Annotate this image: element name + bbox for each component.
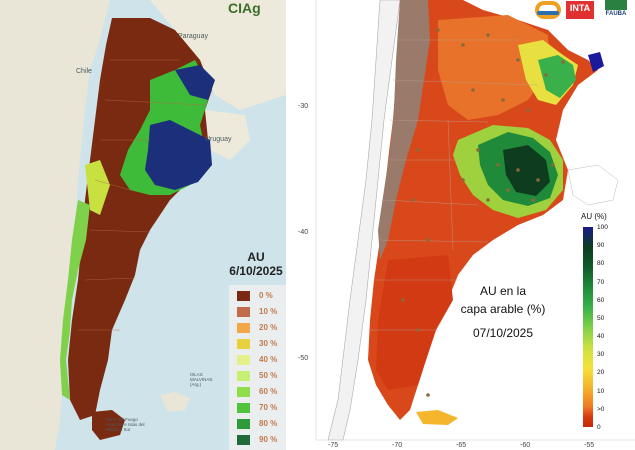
legend-label: 70 %: [259, 403, 278, 412]
uruguay-label: Uruguay: [205, 136, 232, 143]
legend-swatch: [237, 355, 250, 365]
legend-label: 0 %: [259, 291, 273, 300]
legend-swatch: [237, 339, 250, 349]
legend-label: 90 %: [259, 435, 278, 444]
inta-logo: INTA: [566, 1, 594, 19]
legend-label: 10 %: [259, 307, 278, 316]
legend-swatch: [237, 419, 250, 429]
legend-swatch: [237, 435, 250, 445]
chile-label: Chile: [76, 68, 92, 75]
pampas-dark-green: [503, 145, 550, 196]
colorbar-tick-label: 20: [597, 369, 605, 377]
legend-swatch: [237, 291, 250, 301]
colorbar-title: AU (%): [581, 212, 607, 221]
left-legend-title: AU 6/10/2025: [227, 250, 285, 278]
colorbar-tick-label: 60: [597, 296, 605, 304]
colorbar-tick-label: 80: [597, 260, 605, 268]
cuyo-patch: [85, 160, 110, 215]
y-tick-label: -40: [298, 229, 309, 236]
colorbar-tick-label: >0: [597, 405, 605, 413]
legend-swatch: [237, 403, 250, 413]
map-date: 07/10/2025: [472, 326, 534, 340]
andes-humid-strip: [60, 200, 90, 400]
legend-label: 40 %: [259, 355, 278, 364]
legend-label: 30 %: [259, 339, 278, 348]
andes-area-brown: [378, 0, 430, 260]
ciag-logo: CIAg: [228, 0, 261, 16]
malvinas-label: ISLAS MALVINAS (Arg.): [190, 372, 213, 387]
colorbar-tick-label: 50: [597, 314, 605, 322]
colorbar-tick-label: 70: [597, 278, 605, 286]
legend-swatch: [237, 307, 250, 317]
misiones-blue: [588, 52, 604, 72]
province-borders: [368, 39, 539, 331]
legend-title-au: AU: [247, 250, 265, 264]
water-logo: [535, 1, 561, 19]
left-legend: 0 % 10 % 20 % 30 % 40 % 50 % 60 % 70 % 80 % 90 %: [229, 285, 286, 450]
uruguay-outline: [567, 164, 619, 206]
legend-swatch: [237, 323, 250, 333]
fauba-logo: FAUBA: [601, 0, 631, 22]
legend-swatch: [237, 387, 250, 397]
patagonia-red: [376, 255, 453, 390]
x-tick-label: -75: [328, 442, 339, 449]
colorbar-tick-label: 0: [597, 424, 601, 431]
colorbar-tick-label: 40: [597, 333, 605, 341]
colorbar-tick-label: 100: [597, 224, 608, 231]
x-tick-label: -55: [584, 442, 595, 449]
legend-label: 60 %: [259, 387, 278, 396]
tierra-del-fuego-right: [416, 410, 458, 425]
station-points: [401, 28, 565, 397]
colorbar-tick-label: 90: [597, 242, 605, 250]
legend-label: 50 %: [259, 371, 278, 380]
tierra-del-fuego: [92, 410, 125, 440]
saturated-area-blue: [145, 120, 212, 190]
colorbar-tick-label: 30: [597, 351, 605, 359]
uruguay-land: [205, 110, 250, 160]
colorbar: [583, 227, 593, 427]
map-title-line-2: capa arable (%): [460, 302, 546, 316]
x-tick-label: -70: [392, 442, 403, 449]
right-soil-moisture-map: [288, 0, 635, 450]
x-tick-label: -60: [520, 442, 531, 449]
left-map-panel: CIAg Chile Paraguay Uruguay ISLAS MALVIN…: [0, 0, 286, 450]
legend-label: 20 %: [259, 323, 278, 332]
paraguay-label: Paraguay: [178, 33, 208, 40]
bolivia-paraguay-brazil-land: [150, 0, 286, 110]
left-soil-moisture-map: [0, 0, 286, 450]
y-tick-label: -30: [298, 103, 309, 110]
legend-label: 80 %: [259, 419, 278, 428]
logos-group: INTA FAUBA: [535, 0, 635, 22]
chile-land: [0, 0, 110, 450]
northeast-green: [538, 55, 576, 98]
right-map-panel: -30 -40 -50 -75 -70 -65 -60 -55 AU en la…: [288, 0, 635, 450]
malvinas-islands: [160, 392, 190, 412]
legend-swatch: [237, 371, 250, 381]
x-tick-label: -65: [456, 442, 467, 449]
saturated-area-north-blue: [175, 65, 215, 100]
panel-divider: [286, 0, 288, 450]
map-title-line-1: AU en la: [479, 284, 527, 298]
colorbar-tick-label: 10: [597, 387, 605, 395]
tierra-del-fuego-label: Tierra del Fuego Antártida e Islas del A…: [105, 417, 145, 432]
north-area-light-orange: [438, 15, 550, 120]
legend-date: 6/10/2025: [229, 264, 283, 278]
y-tick-label: -50: [298, 355, 309, 362]
